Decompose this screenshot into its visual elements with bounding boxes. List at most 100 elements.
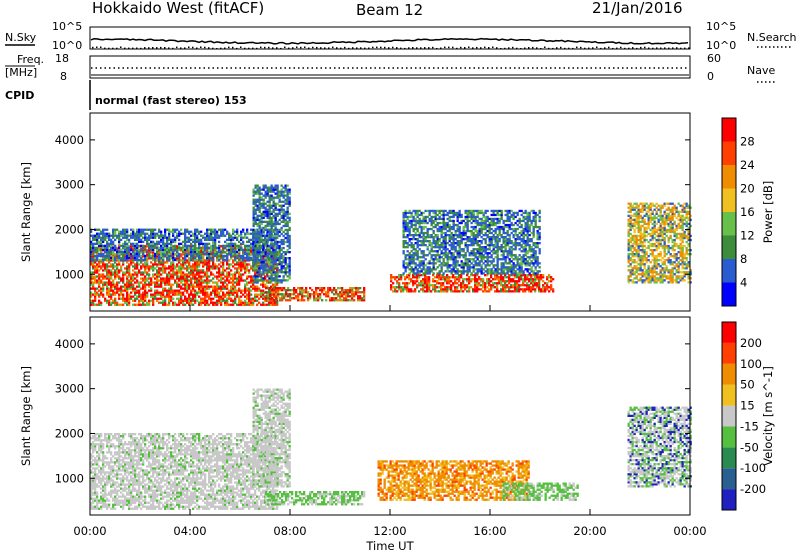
range-cell xyxy=(202,263,205,266)
range-cell xyxy=(432,221,435,225)
range-cell xyxy=(240,232,243,235)
range-cell xyxy=(267,299,270,302)
range-cell xyxy=(230,254,233,258)
range-cell xyxy=(94,254,97,258)
nsearch-dot xyxy=(208,47,210,49)
range-cell xyxy=(406,221,409,225)
range-cell xyxy=(357,299,360,302)
range-cell xyxy=(307,293,310,296)
noise-tick-low-right: 10^0 xyxy=(706,39,736,52)
range-cell xyxy=(186,259,189,262)
range-cell xyxy=(258,287,261,290)
range-cell xyxy=(254,257,257,260)
range-cell xyxy=(122,250,125,253)
range-cell xyxy=(220,256,223,260)
range-cell xyxy=(140,234,143,237)
range-cell xyxy=(440,278,443,281)
range-cell xyxy=(546,276,549,279)
range-cell xyxy=(428,284,431,287)
range-cell xyxy=(204,299,207,302)
range-cell xyxy=(184,267,187,270)
range-cell xyxy=(98,248,101,251)
range-cell xyxy=(408,244,411,247)
range-cell xyxy=(228,291,231,294)
range-cell xyxy=(323,293,326,296)
range-cell xyxy=(480,280,483,283)
range-cell xyxy=(162,238,165,241)
range-cell xyxy=(96,287,99,290)
range-cell xyxy=(254,287,257,290)
range-cell xyxy=(170,253,173,256)
range-cell xyxy=(244,289,247,292)
range-cell xyxy=(272,255,275,258)
range-cell xyxy=(252,232,255,236)
freq-unit: [MHz] xyxy=(5,66,37,79)
range-cell xyxy=(287,299,290,302)
range-cell xyxy=(154,228,157,231)
range-cell xyxy=(214,267,217,270)
nsearch-dot xyxy=(656,47,658,49)
range-cell xyxy=(248,291,251,294)
range-cell xyxy=(254,251,257,254)
range-cell xyxy=(180,267,183,270)
range-cell xyxy=(150,248,153,251)
range-cell xyxy=(422,244,425,247)
range-cell xyxy=(162,299,165,302)
range-cell xyxy=(468,280,471,283)
range-cell xyxy=(142,230,145,233)
range-cell xyxy=(514,286,517,289)
range-cell xyxy=(404,211,407,215)
range-cell xyxy=(134,254,137,258)
range-cell xyxy=(262,269,265,272)
range-cell xyxy=(130,285,133,288)
range-cell xyxy=(230,236,233,239)
range-cell xyxy=(136,263,139,266)
range-cell xyxy=(440,246,443,249)
range-cell xyxy=(286,230,289,234)
range-cell xyxy=(426,227,429,231)
range-cell xyxy=(260,283,263,286)
range-cell xyxy=(440,252,443,255)
range-cell xyxy=(206,234,209,237)
range-cell xyxy=(134,289,137,292)
range-cell xyxy=(96,234,99,237)
range-cell xyxy=(307,297,310,300)
range-cell xyxy=(406,217,409,221)
range-cell xyxy=(256,293,259,296)
range-cell xyxy=(266,204,269,207)
range-cell xyxy=(456,278,459,281)
range-cell xyxy=(516,290,519,293)
range-cell xyxy=(280,257,283,260)
range-cell xyxy=(410,213,413,217)
range-cell xyxy=(254,186,257,189)
range-cell xyxy=(108,242,111,245)
range-cell xyxy=(136,236,139,239)
range-cell xyxy=(492,286,495,289)
range-cell xyxy=(168,252,171,256)
range-cell xyxy=(276,232,279,236)
range-cell xyxy=(315,289,318,292)
range-cell xyxy=(448,244,451,247)
range-cell xyxy=(508,278,511,281)
range-cell xyxy=(276,269,279,272)
range-cell xyxy=(347,299,350,302)
range-cell xyxy=(202,259,205,262)
range-cell xyxy=(414,242,417,245)
range-cell xyxy=(349,291,352,294)
range-cell xyxy=(420,274,423,277)
range-cell xyxy=(520,284,523,287)
range-cell xyxy=(244,283,247,286)
range-cell xyxy=(258,220,261,223)
range-cell xyxy=(278,246,281,250)
range-cell xyxy=(280,200,283,203)
range-cell xyxy=(284,198,287,201)
range-cell xyxy=(200,256,203,260)
range-cell xyxy=(256,275,259,278)
range-cell xyxy=(252,234,255,238)
range-cell xyxy=(262,255,265,258)
range-cell xyxy=(464,278,467,281)
range-cell xyxy=(242,256,245,260)
range-cell xyxy=(210,232,213,235)
range-cell xyxy=(158,230,161,233)
range-cell xyxy=(198,277,201,280)
